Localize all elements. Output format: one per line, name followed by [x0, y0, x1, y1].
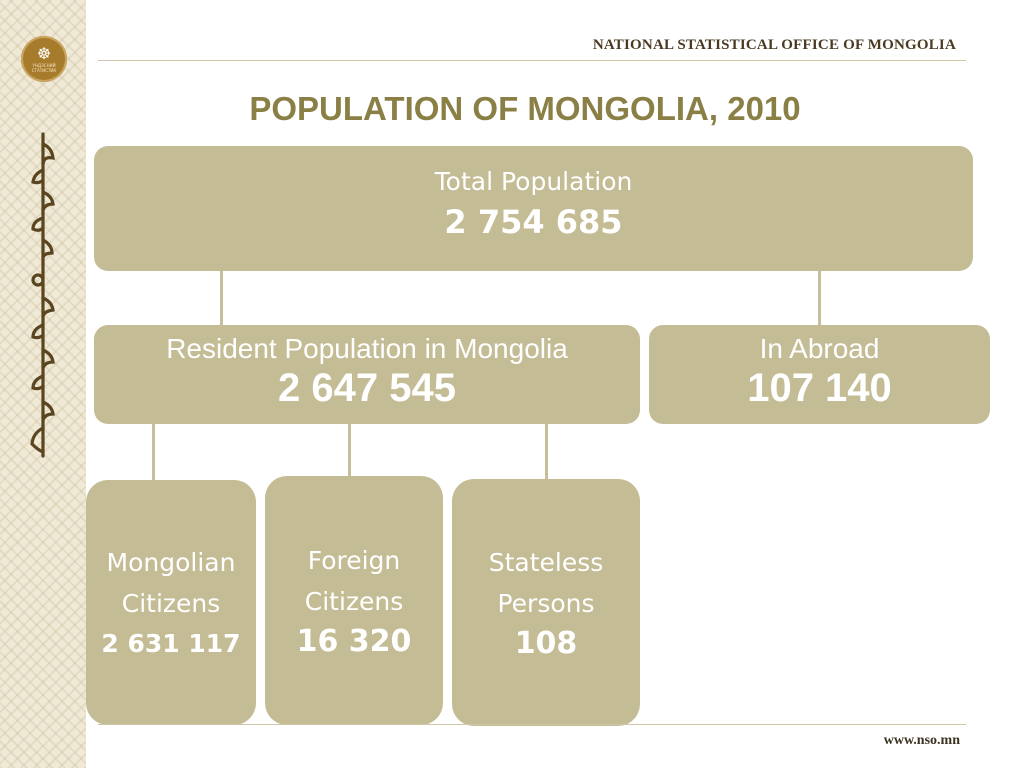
foreign-citizens-box: Foreign Citizens 16 320 — [265, 476, 443, 725]
foreign-citizens-label-line2: Citizens — [304, 586, 404, 616]
connector-resident-mongolian — [152, 424, 155, 480]
foreign-citizens-label-line1: Foreign — [307, 545, 401, 575]
stateless-persons-box: Stateless Persons 108 — [452, 479, 640, 726]
mongolian-citizens-label-line2: Citizens — [121, 588, 221, 618]
connector-resident-foreign — [348, 424, 351, 476]
abroad-population-box: In Abroad 107 140 — [649, 325, 990, 424]
mongolian-citizens-label-line1: Mongolian — [106, 547, 236, 577]
decorative-sidebar: ☸ ҮНДЭСНИЙ СТАТИСТИК — [0, 0, 86, 768]
office-name: NATIONAL STATISTICAL OFFICE OF MONGOLIA — [592, 37, 956, 53]
resident-population-value: 2 647 545 — [278, 366, 456, 410]
stateless-persons-value: 108 — [514, 625, 578, 661]
resident-population-box: Resident Population in Mongolia 2 647 54… — [94, 325, 640, 424]
connector-total-resident — [220, 271, 223, 325]
page-title: POPULATION OF MONGOLIA, 2010 — [249, 90, 801, 127]
total-population-box: Total Population 2 754 685 — [94, 146, 973, 271]
total-population-label: Total Population — [434, 167, 633, 196]
connector-total-abroad — [818, 271, 821, 325]
footer-url: www.nso.mn — [883, 733, 960, 748]
header-divider — [98, 60, 966, 61]
abroad-population-label: In Abroad — [759, 333, 880, 364]
stateless-persons-label-line2: Persons — [497, 588, 595, 618]
total-population-value: 2 754 685 — [444, 203, 623, 241]
mongolian-citizens-box: Mongolian Citizens 2 631 117 — [86, 480, 256, 725]
mongolian-script-graphic — [30, 132, 55, 458]
abroad-population-value: 107 140 — [747, 366, 892, 410]
mongolian-citizens-value: 2 631 117 — [101, 628, 241, 658]
logo-text: ҮНДЭСНИЙ СТАТИСТИК — [31, 62, 57, 73]
soyombo-icon: ☸ — [36, 43, 52, 63]
stateless-persons-label-line1: Stateless — [488, 547, 604, 577]
resident-population-label: Resident Population in Mongolia — [166, 333, 568, 364]
foreign-citizens-value: 16 320 — [296, 623, 412, 659]
footer-divider — [98, 724, 966, 725]
nso-logo: ☸ ҮНДЭСНИЙ СТАТИСТИК — [21, 36, 67, 82]
connector-resident-stateless — [545, 424, 548, 479]
